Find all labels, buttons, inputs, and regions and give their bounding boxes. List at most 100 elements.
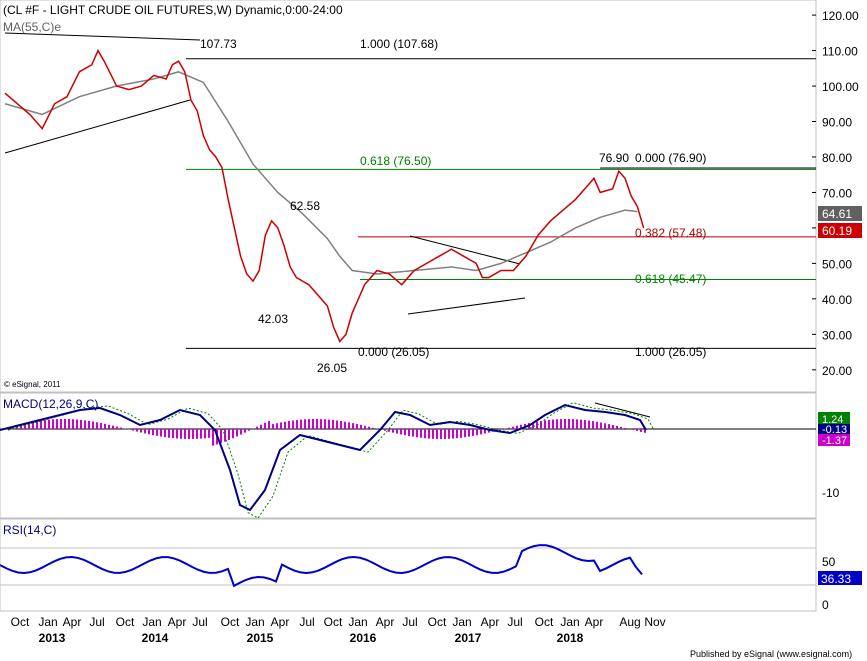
macd-histogram-bar bbox=[396, 429, 398, 434]
x-month-label: Jul bbox=[89, 615, 104, 629]
macd-histogram-bar bbox=[624, 427, 626, 429]
x-month-label: Jul bbox=[507, 615, 522, 629]
macd-histogram-bar bbox=[436, 429, 438, 439]
macd-histogram-bar bbox=[348, 422, 350, 429]
macd-histogram-bar bbox=[484, 429, 486, 434]
macd-histogram-bar bbox=[160, 429, 162, 437]
macd-histogram-bar bbox=[608, 424, 610, 429]
macd-histogram-bar bbox=[268, 420, 270, 429]
macd-histogram-bar bbox=[232, 429, 234, 439]
price-value-text: 60.19 bbox=[822, 224, 852, 238]
rsi-tick-50: 50 bbox=[822, 555, 836, 569]
ma-value-badge bbox=[818, 206, 862, 221]
macd-histogram-bar bbox=[452, 429, 454, 439]
macd-tick-neg10: -10 bbox=[822, 486, 840, 500]
macd-histogram-bar bbox=[552, 419, 554, 429]
triangle-lower bbox=[407, 297, 526, 315]
macd-histogram-bar bbox=[408, 429, 410, 436]
x-month-label: Apr bbox=[481, 615, 500, 629]
macd-histogram-bar bbox=[392, 429, 394, 433]
x-month-label: Oct bbox=[324, 615, 343, 629]
macd-title: MACD(12,26,9,C) bbox=[3, 397, 98, 411]
macd-histogram-bar bbox=[400, 429, 402, 435]
macd-histogram-bar bbox=[576, 419, 578, 429]
macd-histogram-bar bbox=[312, 419, 314, 429]
price-tick-label: 70.00 bbox=[822, 186, 852, 200]
x-month-label: Oct bbox=[116, 615, 135, 629]
macd-histogram-bar bbox=[632, 429, 634, 430]
annotation-6258: 62.58 bbox=[290, 199, 320, 213]
x-month-label: Apr bbox=[376, 615, 395, 629]
price-tick-label: 20.00 bbox=[822, 364, 852, 378]
macd-histogram-bar bbox=[420, 429, 422, 438]
macd-histogram-bar bbox=[468, 429, 470, 437]
macd-histogram-bar bbox=[132, 429, 134, 431]
macd-badge-2-text: -0.13 bbox=[822, 424, 847, 436]
rsi-title: RSI(14,C) bbox=[3, 523, 56, 537]
macd-histogram-bar bbox=[372, 427, 374, 429]
macd-histogram-bar bbox=[272, 424, 274, 429]
x-month-label: Apr bbox=[271, 615, 290, 629]
macd-histogram-bar bbox=[416, 429, 418, 438]
x-month-label: Jan bbox=[348, 615, 367, 629]
price-tick-label: 50.00 bbox=[822, 257, 852, 271]
x-month-label: Jul bbox=[299, 615, 314, 629]
macd-histogram-bar bbox=[324, 419, 326, 429]
macd-histogram-bar bbox=[428, 429, 430, 439]
macd-histogram-bar bbox=[88, 420, 90, 429]
price-tick-label: 30.00 bbox=[822, 328, 852, 342]
macd-histogram-bar bbox=[108, 424, 110, 429]
macd-histogram-bar bbox=[292, 420, 294, 429]
macd-histogram-bar bbox=[340, 421, 342, 429]
macd-histogram-bar bbox=[440, 429, 442, 439]
x-month-label: Jan bbox=[452, 615, 471, 629]
annotation-high-2014: 107.73 bbox=[200, 37, 237, 51]
macd-histogram-bar bbox=[456, 429, 458, 439]
macd-histogram-bar bbox=[60, 419, 62, 429]
price-tick-label: 100.00 bbox=[822, 80, 859, 94]
macd-histogram-bar bbox=[644, 429, 646, 433]
annotation-low-2016: 26.05 bbox=[317, 361, 347, 375]
macd-histogram-bar bbox=[316, 419, 318, 429]
macd-histogram-bar bbox=[556, 419, 558, 429]
macd-histogram-bar bbox=[92, 421, 94, 429]
macd-histogram-bar bbox=[640, 429, 642, 432]
macd-histogram-bar bbox=[520, 424, 522, 429]
macd-histogram-bar bbox=[44, 420, 46, 429]
macd-badge-3-text: -1.37 bbox=[822, 435, 847, 447]
ma-55-line bbox=[4, 71, 638, 275]
macd-histogram-bar bbox=[288, 421, 290, 429]
macd-histogram-bar bbox=[300, 419, 302, 429]
macd-histogram-bar bbox=[544, 420, 546, 429]
macd-histogram-bar bbox=[304, 419, 306, 429]
macd-histogram-bar bbox=[568, 419, 570, 429]
macd-histogram-bar bbox=[276, 423, 278, 429]
price-y-axis: 20.0030.0040.0050.0060.0070.0080.0090.00… bbox=[812, 9, 859, 378]
macd-histogram-bar bbox=[320, 419, 322, 429]
ma-label: MA(55,C)e bbox=[3, 20, 61, 34]
published-credit: Published by eSignal (www.esignal.com) bbox=[690, 649, 852, 659]
macd-histogram-bar bbox=[200, 429, 202, 439]
price-panel-frame bbox=[0, 0, 817, 393]
macd-histogram-bar bbox=[344, 421, 346, 429]
copyright: © eSignal, 2011 bbox=[4, 380, 61, 389]
macd-histogram-bar bbox=[172, 429, 174, 439]
macd-histogram-bar bbox=[480, 429, 482, 435]
macd-histogram-bar bbox=[284, 421, 286, 429]
macd-badge-2 bbox=[818, 424, 850, 435]
macd-histogram-bar bbox=[564, 419, 566, 429]
macd-histogram-bar bbox=[548, 419, 550, 429]
price-tick-label: 90.00 bbox=[822, 116, 852, 130]
macd-histogram-bar bbox=[16, 425, 18, 429]
macd-histogram-bar bbox=[296, 420, 298, 429]
macd-histogram-bar bbox=[144, 429, 146, 434]
macd-histogram-bar bbox=[600, 422, 602, 429]
rsi-line bbox=[0, 544, 643, 588]
macd-histogram-bar bbox=[80, 419, 82, 429]
x-year-label: 2013 bbox=[39, 631, 66, 645]
macd-histogram-bar bbox=[156, 429, 158, 436]
macd-histogram-bar bbox=[112, 425, 114, 429]
price-tick-label: 40.00 bbox=[822, 293, 852, 307]
trendline-upper bbox=[4, 32, 201, 41]
macd-histogram-bar bbox=[328, 419, 330, 429]
